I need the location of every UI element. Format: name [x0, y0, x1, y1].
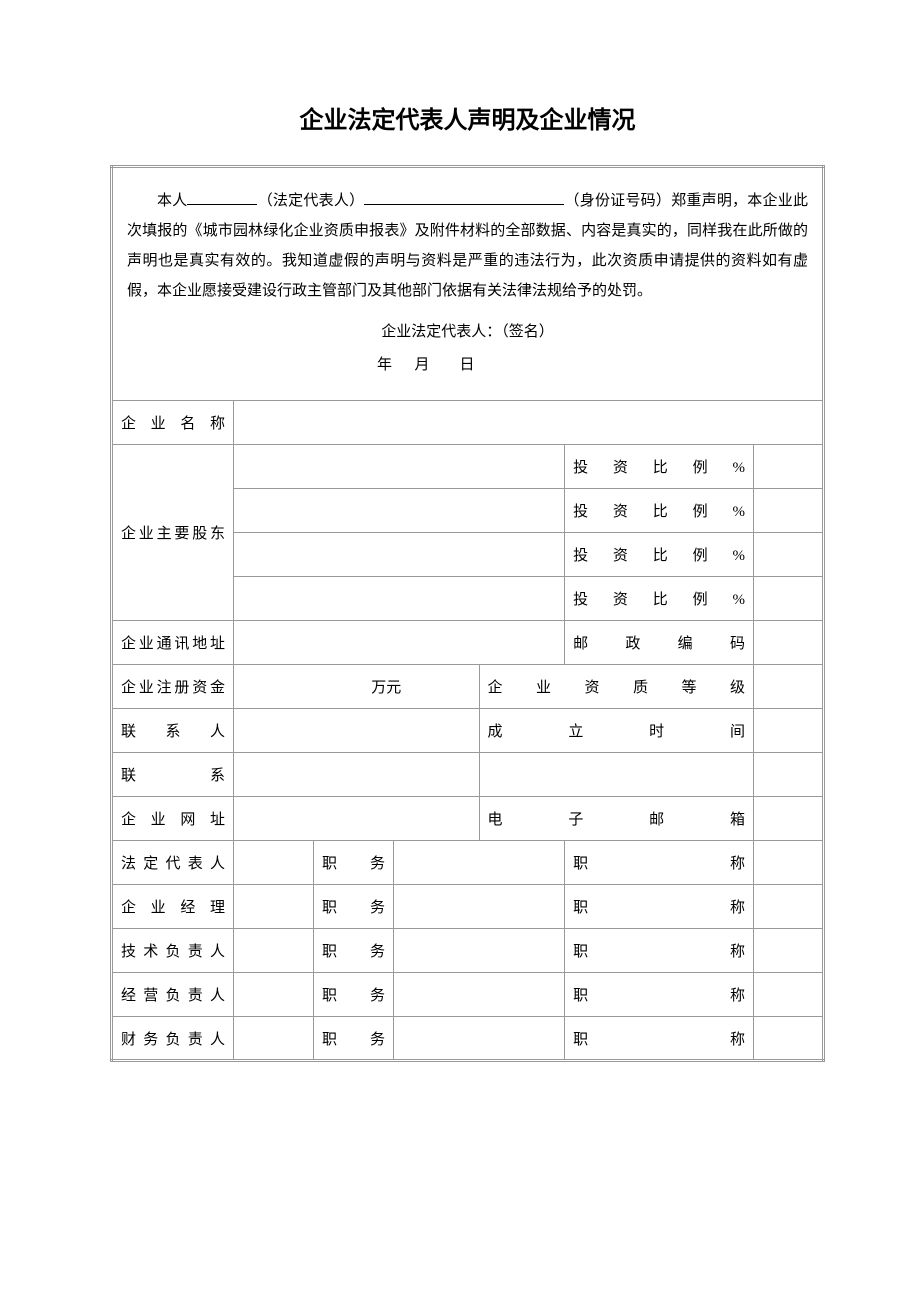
input-finance-lead-name[interactable] [234, 1017, 314, 1061]
input-contact-2[interactable] [479, 753, 753, 797]
input-biz-lead-position[interactable] [394, 973, 565, 1017]
input-ratio-4[interactable] [754, 577, 824, 621]
date-line: 年 月 日 [127, 349, 808, 382]
input-company-name[interactable] [234, 401, 824, 445]
input-contact-3[interactable] [754, 753, 824, 797]
input-email[interactable] [754, 797, 824, 841]
label-position-4: 职务 [314, 973, 394, 1017]
label-establish-time: 成立时间 [479, 709, 753, 753]
input-tech-lead-position[interactable] [394, 929, 565, 973]
label-registered-capital: 企业注册资金 [112, 665, 234, 709]
input-manager-position[interactable] [394, 885, 565, 929]
year-label: 年 [377, 357, 392, 373]
signature-line: 企业法定代表人：（签名） [127, 316, 808, 349]
label-contact: 联系 [112, 753, 234, 797]
row-tech-lead: 技术负责人 职务 职称 [112, 929, 824, 973]
label-title-2: 职称 [565, 885, 754, 929]
row-company-name: 企业名称 [112, 401, 824, 445]
label-contact-person: 联系人 [112, 709, 234, 753]
row-address: 企业通讯地址 邮政编码 [112, 621, 824, 665]
blank-id[interactable] [364, 189, 564, 206]
input-capital[interactable]: 万元 [234, 665, 480, 709]
declaration-cell: 本人 （法定代表人）（身份证号码）郑重声明，本企业此次填报的《城市园林绿化企业资质… [112, 167, 824, 401]
decl-body: （身份证号码）郑重声明，本企业此次填报的《城市园林绿化企业资质申报表》及附件材料… [127, 193, 808, 299]
label-postal-code: 邮政编码 [565, 621, 754, 665]
input-shareholder-3[interactable] [234, 533, 565, 577]
row-capital: 企业注册资金 万元 企业资质等级 [112, 665, 824, 709]
input-biz-lead-name[interactable] [234, 973, 314, 1017]
input-finance-lead-title[interactable] [754, 1017, 824, 1061]
decl-role: （法定代表人） [257, 193, 364, 209]
row-website: 企业网址 电子邮箱 [112, 797, 824, 841]
label-investment-ratio-4: 投资比例% [565, 577, 754, 621]
input-manager-name[interactable] [234, 885, 314, 929]
label-manager: 企业经理 [112, 885, 234, 929]
label-qualification: 企业资质等级 [479, 665, 753, 709]
label-title-1: 职称 [565, 841, 754, 885]
input-ratio-3[interactable] [754, 533, 824, 577]
label-title-5: 职称 [565, 1017, 754, 1061]
input-contact-person[interactable] [234, 709, 480, 753]
wanyuan-unit: 万元 [371, 680, 401, 696]
input-ratio-1[interactable] [754, 445, 824, 489]
input-shareholder-2[interactable] [234, 489, 565, 533]
label-title-4: 职称 [565, 973, 754, 1017]
row-manager: 企业经理 职务 职称 [112, 885, 824, 929]
input-finance-lead-position[interactable] [394, 1017, 565, 1061]
row-biz-lead: 经营负责人 职务 职称 [112, 973, 824, 1017]
month-label: 月 [415, 357, 430, 373]
input-address[interactable] [234, 621, 565, 665]
decl-prefix: 本人 [157, 193, 187, 209]
input-tech-lead-name[interactable] [234, 929, 314, 973]
input-legal-rep-position[interactable] [394, 841, 565, 885]
day-label: 日 [460, 357, 475, 373]
input-legal-rep-title[interactable] [754, 841, 824, 885]
input-qualification[interactable] [754, 665, 824, 709]
label-legal-rep: 法定代表人 [112, 841, 234, 885]
page-title: 企业法定代表人声明及企业情况 [110, 100, 825, 135]
label-investment-ratio-2: 投资比例% [565, 489, 754, 533]
label-title-3: 职称 [565, 929, 754, 973]
label-tech-lead: 技术负责人 [112, 929, 234, 973]
input-shareholder-1[interactable] [234, 445, 565, 489]
label-investment-ratio-3: 投资比例% [565, 533, 754, 577]
row-shareholder-1: 企业主要股东 投资比例% [112, 445, 824, 489]
label-website: 企业网址 [112, 797, 234, 841]
input-ratio-2[interactable] [754, 489, 824, 533]
label-position-5: 职务 [314, 1017, 394, 1061]
label-position-3: 职务 [314, 929, 394, 973]
label-investment-ratio-1: 投资比例% [565, 445, 754, 489]
input-manager-title[interactable] [754, 885, 824, 929]
input-postal-code[interactable] [754, 621, 824, 665]
label-biz-lead: 经营负责人 [112, 973, 234, 1017]
label-position-1: 职务 [314, 841, 394, 885]
form-table: 本人 （法定代表人）（身份证号码）郑重声明，本企业此次填报的《城市园林绿化企业资质… [110, 165, 825, 1062]
label-address: 企业通讯地址 [112, 621, 234, 665]
declaration-text: 本人 （法定代表人）（身份证号码）郑重声明，本企业此次填报的《城市园林绿化企业资质… [127, 186, 808, 306]
row-finance-lead: 财务负责人 职务 职称 [112, 1017, 824, 1061]
row-contact: 联系 [112, 753, 824, 797]
input-establish-time[interactable] [754, 709, 824, 753]
label-finance-lead: 财务负责人 [112, 1017, 234, 1061]
input-tech-lead-title[interactable] [754, 929, 824, 973]
label-company-name: 企业名称 [112, 401, 234, 445]
input-shareholder-4[interactable] [234, 577, 565, 621]
input-contact[interactable] [234, 753, 480, 797]
input-biz-lead-title[interactable] [754, 973, 824, 1017]
label-email: 电子邮箱 [479, 797, 753, 841]
label-position-2: 职务 [314, 885, 394, 929]
row-legal-rep: 法定代表人 职务 职称 [112, 841, 824, 885]
row-contact-person: 联系人 成立时间 [112, 709, 824, 753]
input-website[interactable] [234, 797, 480, 841]
label-main-shareholder: 企业主要股东 [112, 445, 234, 621]
input-legal-rep-name[interactable] [234, 841, 314, 885]
blank-name[interactable] [187, 189, 257, 206]
